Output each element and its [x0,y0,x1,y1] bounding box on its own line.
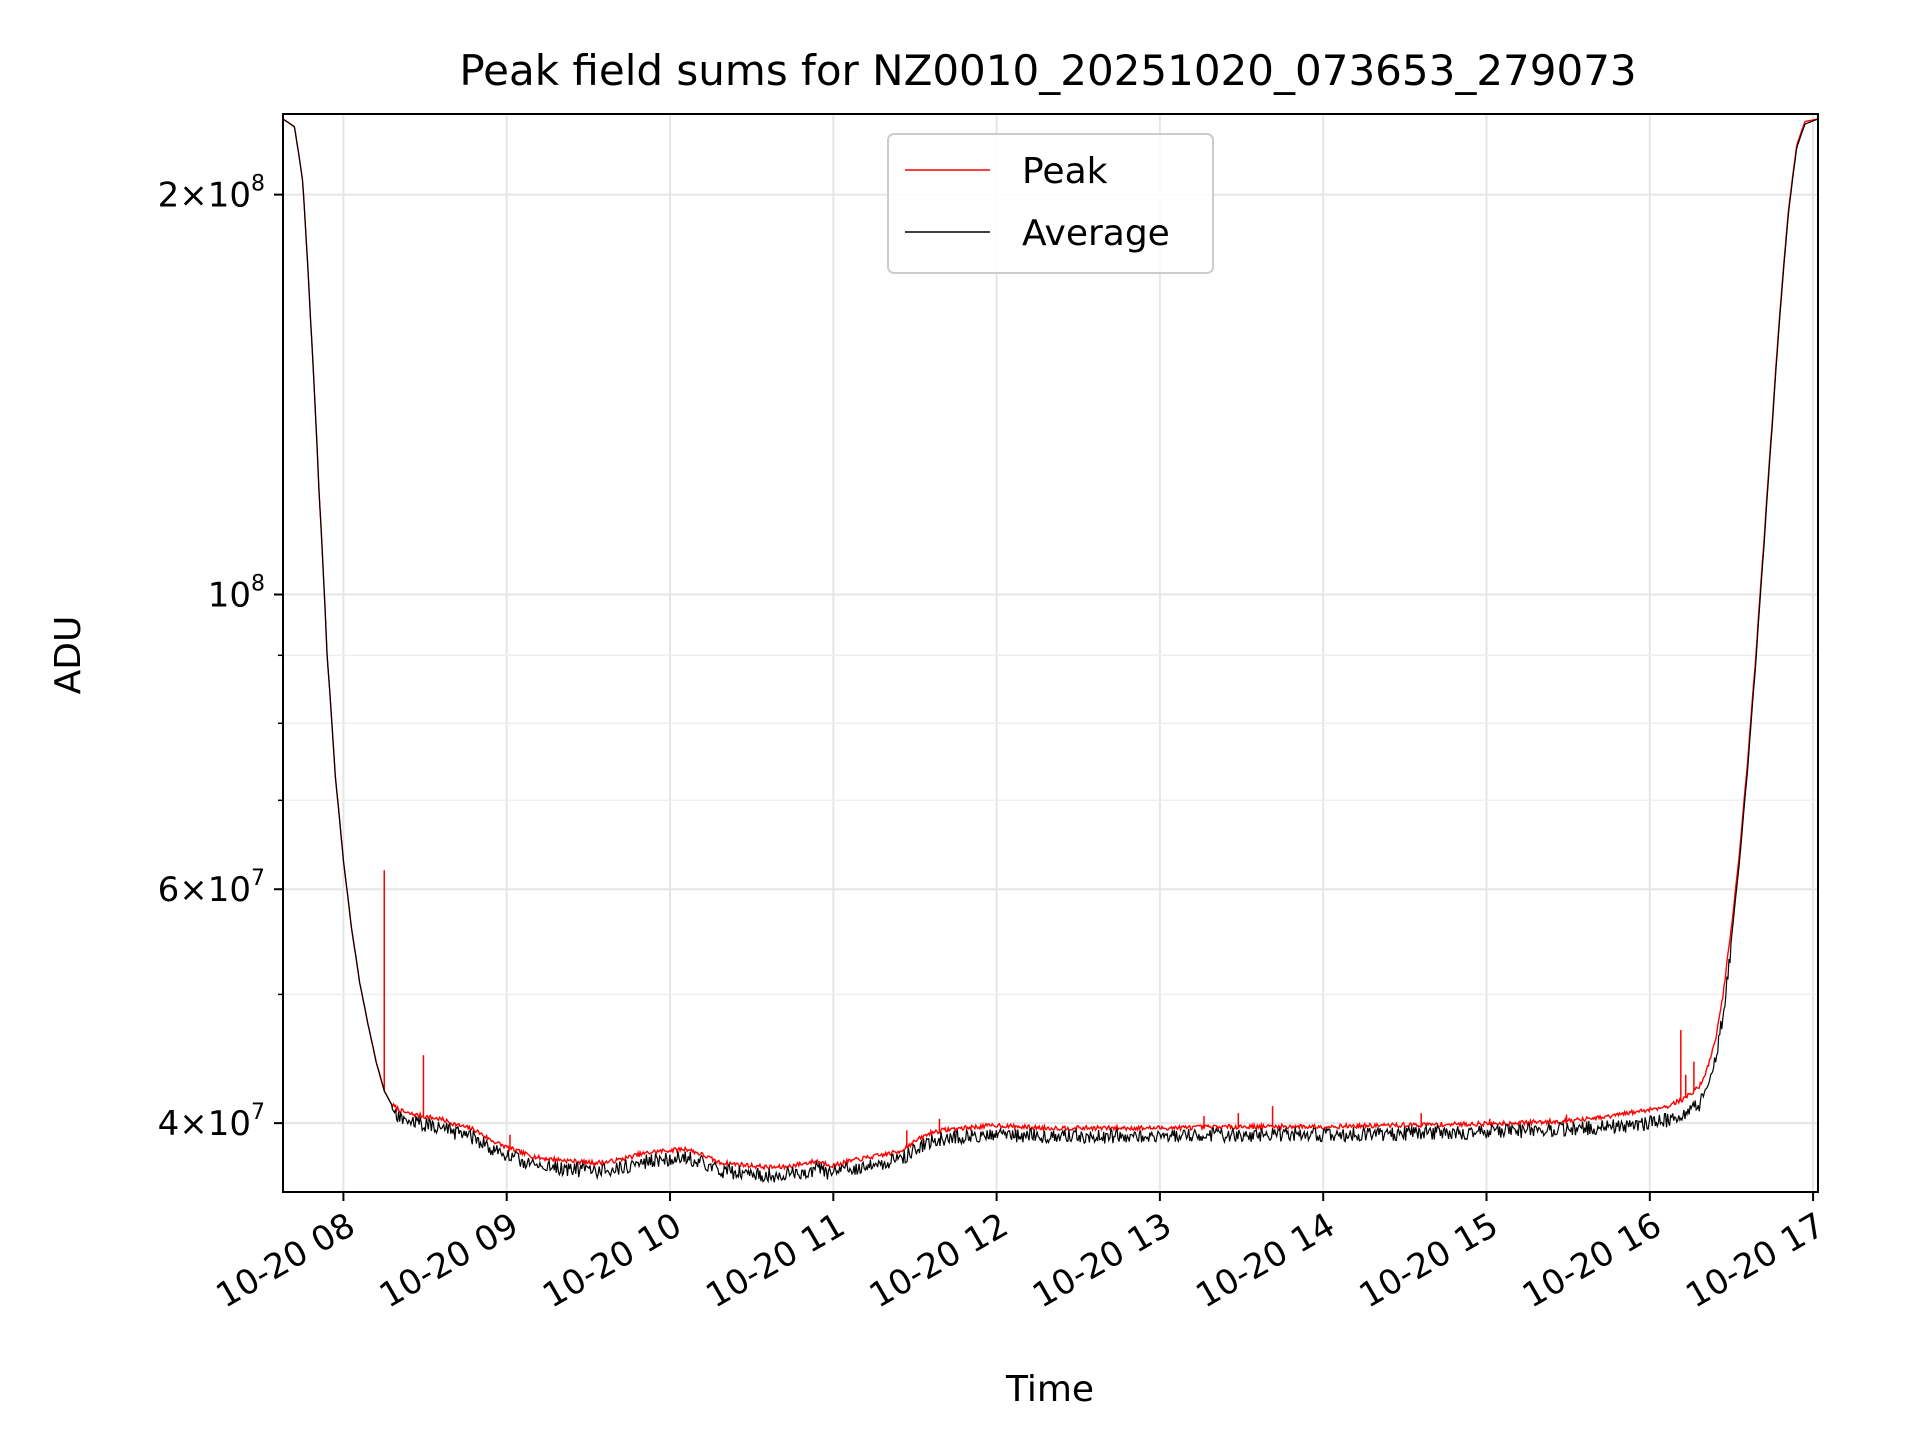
y-tick-label: 2×108 [158,172,265,216]
y-axis: 4×107 6×107 108 2×108 [158,172,283,1144]
y-tick-label: 4×107 [158,1100,265,1144]
legend-label-average: Average [1022,213,1170,254]
chart-title: Peak field sums for NZ0010_20251020_0736… [459,46,1636,95]
legend-label-peak: Peak [1022,151,1108,192]
legend-box [887,133,1214,274]
series-line-peak [282,118,1819,1171]
y-tick-label: 108 [208,572,265,616]
series-line-average [282,118,1819,1184]
legend: Peak Average [887,133,1214,274]
series-group [282,118,1819,1184]
plot-frame [282,113,1819,1193]
y-tick-label: 6×107 [158,866,265,910]
x-axis-label: Time [1005,1369,1094,1410]
y-axis-label: ADU [48,616,89,695]
